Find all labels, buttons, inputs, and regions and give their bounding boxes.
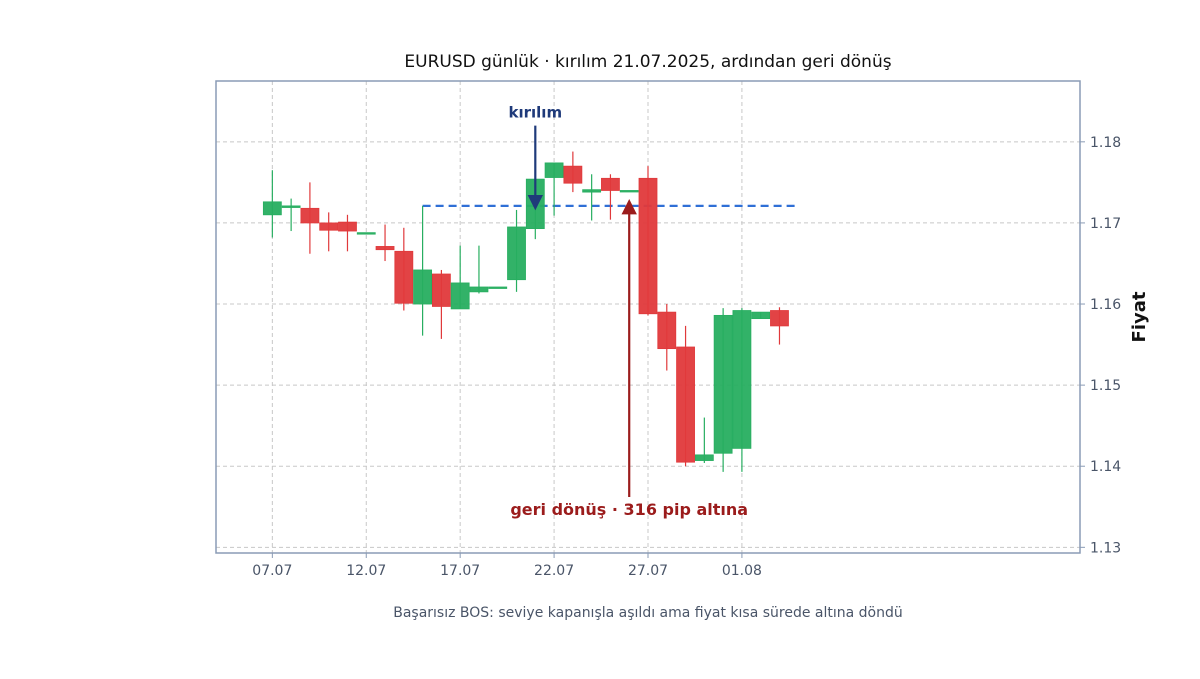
candle-down (431, 269, 451, 339)
candle-body (281, 205, 301, 208)
x-tick-label: 07.07 (252, 563, 292, 579)
y-tick-label: 1.15 (1090, 378, 1121, 394)
candle-body (394, 250, 414, 304)
candle-up (507, 209, 526, 292)
candle-body (488, 286, 508, 289)
axes: 1.13 1.14 1.15 1.16 1.17 1.18 07.07 12.07 17.07 2… (252, 135, 1121, 579)
x-tick-label: 12.07 (346, 563, 386, 579)
candle-body (619, 190, 639, 193)
candle-body (319, 222, 339, 231)
candle-down (601, 174, 620, 220)
candle-body (356, 232, 376, 235)
candle-down (338, 214, 357, 252)
candle-down (638, 166, 658, 316)
candle-body (751, 311, 771, 320)
candle-up (281, 198, 301, 232)
candle-body (694, 454, 714, 461)
candle-body (601, 177, 620, 191)
candle-up (413, 205, 433, 336)
candles (262, 151, 789, 472)
candle-body (770, 310, 789, 327)
candle-body (431, 273, 451, 307)
y-tick-label: 1.16 (1090, 297, 1121, 313)
y-axis-label: Fiyat (1129, 291, 1150, 342)
y-tick-label: 1.18 (1090, 135, 1121, 151)
candle-body (375, 246, 395, 251)
y-tick-label: 1.14 (1090, 459, 1121, 475)
candle-body (657, 311, 677, 350)
candle-body (262, 201, 282, 216)
candle-body (450, 282, 470, 310)
candle-up (694, 417, 714, 463)
candle-body (338, 221, 357, 232)
candle-body (300, 207, 320, 224)
candle-up (713, 308, 733, 472)
candle-body (469, 286, 489, 293)
candle-down (563, 151, 583, 193)
candle-body (732, 310, 752, 449)
candle-up (356, 232, 376, 235)
pullback-annotation-label: geri dönüş · 316 pip altına (510, 500, 748, 519)
grid (216, 81, 1080, 553)
y-tick-label: 1.13 (1090, 540, 1121, 556)
candle-up (544, 162, 564, 216)
candle-up (732, 308, 752, 472)
candle-body (544, 162, 564, 178)
candle-down (375, 224, 395, 262)
candle-down (319, 212, 339, 252)
candle-body (676, 346, 695, 463)
candle-up (488, 286, 508, 289)
candle-up (469, 245, 489, 294)
chart-caption: Başarısız BOS: seviye kapanışla aşıldı a… (393, 605, 903, 621)
candle-up (582, 174, 602, 221)
candle-down (394, 227, 414, 311)
candle-down (300, 182, 320, 254)
break-annotation-label: kırılım (509, 103, 563, 121)
chart-title: EURUSD günlük · kırılım 21.07.2025, ardı… (404, 52, 891, 72)
annotations: kırılım geri dönüş · 316 pip altına (509, 103, 749, 518)
candle-body (638, 177, 658, 315)
candle-up (262, 170, 282, 238)
x-tick-label: 17.07 (440, 563, 480, 579)
candle-body (713, 314, 733, 454)
y-tick-label: 1.17 (1090, 216, 1121, 232)
candle-up (619, 190, 639, 193)
candle-down (676, 325, 695, 467)
x-tick-label: 01.08 (722, 563, 762, 579)
candle-up (751, 311, 771, 320)
x-tick-label: 27.07 (628, 563, 668, 579)
candle-body (582, 189, 602, 193)
candle-body (413, 269, 433, 305)
candle-up (450, 245, 470, 310)
x-tick-label: 22.07 (534, 563, 574, 579)
candle-body (507, 226, 526, 281)
candle-body (563, 165, 583, 184)
candle-down (657, 304, 677, 371)
candle-down (770, 307, 789, 345)
